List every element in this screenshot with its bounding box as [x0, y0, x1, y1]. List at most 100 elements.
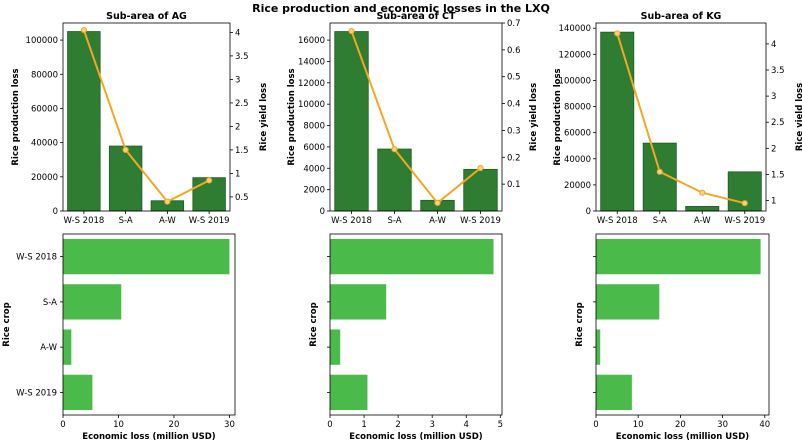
y2-tick-label: 0.3 — [507, 126, 521, 136]
y-tick-label: W-S 2019 — [16, 388, 57, 398]
panel-top-3: Sub-area of KG 0 20000 40000 60000 80000 10000… — [553, 11, 802, 226]
y2-tick-label: 0.7 — [507, 19, 521, 29]
figure-title: Rice production and economic losses in t… — [252, 2, 550, 15]
y-axis-title: Rice crop — [575, 302, 585, 346]
y-tick-label: 14000 — [298, 57, 325, 67]
y2-tick-label: 0.4 — [507, 100, 521, 110]
x-tick-label: 3 — [429, 420, 434, 430]
y-tick-label: 100000 — [559, 76, 591, 86]
x-tick-label: W-S 2019 — [724, 216, 765, 226]
y2-tick-label: 0.5 — [235, 193, 249, 203]
x-tick-label: W-S 2018 — [63, 216, 104, 226]
y2-tick-label: 0.2 — [507, 153, 521, 163]
panel-bottom-3: 0 10 20 30 40 Economic loss (million USD) Rice… — [575, 233, 770, 442]
bar — [63, 238, 230, 275]
yield-point — [80, 26, 87, 34]
y-tick-label: 2000 — [303, 186, 325, 196]
plot-frame — [329, 233, 503, 416]
y2-axis-title: Rice yield loss — [795, 83, 802, 151]
plot-frame — [595, 22, 767, 212]
yield-line — [82, 29, 210, 203]
x-tick-label: 30 — [717, 420, 728, 430]
yield-point — [348, 27, 355, 35]
y-tick-label: 60000 — [31, 104, 58, 114]
y-tick-label: 12000 — [298, 79, 325, 89]
bar — [63, 284, 122, 320]
y-tick-label: W-S 2018 — [16, 253, 57, 263]
y-axis-title: Rice crop — [2, 302, 12, 346]
x-tick-label: 30 — [224, 420, 235, 430]
yield-point — [741, 200, 748, 207]
panel-bottom-1: 0 10 20 30 W-S 2018 S-A A-W W-S 2019 Economic lo… — [2, 233, 236, 442]
y2-tick-label: 3.5 — [771, 66, 785, 76]
plot-frame — [62, 22, 231, 212]
x-tick-label: 4 — [464, 420, 469, 430]
y-tick-label: 8000 — [303, 122, 325, 132]
y-tick-label: 80000 — [564, 103, 591, 113]
x-tick-label: W-S 2019 — [189, 216, 230, 226]
y2-tick-label: 1 — [771, 197, 776, 207]
x-tick-label: S-A — [119, 216, 133, 226]
y-tick-label: 6000 — [303, 143, 325, 153]
x-tick-label: 20 — [169, 420, 180, 430]
bar — [600, 31, 635, 212]
panels: Sub-area of AG02000040000600008000010000… — [2, 11, 802, 442]
yield-point — [477, 164, 484, 172]
y-tick-label: 0 — [320, 207, 325, 217]
plot-frame — [595, 233, 770, 416]
y-axis-title: Rice production loss — [287, 68, 297, 165]
x-tick-label: W-S 2018 — [331, 216, 372, 226]
y2-tick-label: 0.5 — [507, 73, 521, 83]
bar — [63, 329, 72, 365]
yield-line — [350, 30, 482, 205]
y-tick-label: A-W — [40, 343, 57, 353]
panel-top-2: Sub-area of CT 0 2000 4000 6000 8000 10000 1200… — [287, 11, 539, 226]
y-tick-label: 120000 — [559, 50, 591, 60]
panel-bottom-2: 0 1 2 3 4 5 Economic loss (million USD) Rice cr… — [309, 233, 503, 442]
bar — [330, 374, 368, 411]
x-axis-title: Economic loss (million USD) — [82, 432, 216, 442]
bar — [63, 374, 93, 411]
y2-tick-label: 3 — [771, 92, 776, 102]
x-tick-label: 0 — [327, 420, 332, 430]
y2-axis-title: Rice yield loss — [259, 83, 269, 151]
y-tick-label: 20000 — [564, 181, 591, 191]
y-tick-label: 4000 — [303, 164, 325, 174]
bar — [463, 168, 498, 212]
y-tick-label: 140000 — [559, 24, 591, 34]
bar — [108, 145, 143, 212]
bar — [685, 206, 720, 212]
yield-point — [656, 168, 663, 175]
bar — [596, 374, 632, 411]
plot-frame — [62, 233, 236, 416]
x-tick-label: 5 — [498, 420, 503, 430]
x-tick-label: A-W — [694, 216, 711, 226]
y2-tick-label: 1 — [235, 169, 240, 179]
bar — [330, 329, 341, 365]
bar — [334, 31, 369, 212]
panel-title: Sub-area of AG — [106, 11, 187, 22]
plot-frame — [329, 22, 503, 212]
bar — [330, 238, 494, 275]
y-tick-label: 80000 — [31, 70, 58, 80]
y-tick-label: 16000 — [298, 36, 325, 46]
y-tick-label: 0 — [53, 207, 58, 217]
y2-tick-label: 4 — [235, 28, 240, 38]
yield-point — [164, 198, 171, 205]
yield-point — [434, 199, 441, 207]
x-tick-label: 10 — [633, 420, 644, 430]
y-tick-label: 40000 — [564, 155, 591, 165]
panel-title: Sub-area of KG — [641, 11, 722, 22]
x-tick-label: 20 — [675, 420, 686, 430]
y2-tick-label: 2 — [235, 122, 240, 132]
x-tick-label: 0 — [593, 420, 598, 430]
x-tick-label: W-S 2019 — [460, 216, 501, 226]
bar — [377, 148, 412, 212]
y2-tick-label: 2.5 — [235, 99, 249, 109]
x-tick-label: 2 — [395, 420, 400, 430]
yield-point — [122, 146, 129, 153]
x-tick-label: 1 — [361, 420, 366, 430]
y-tick-label: 100000 — [26, 36, 58, 46]
y-tick-label: 20000 — [31, 173, 58, 183]
